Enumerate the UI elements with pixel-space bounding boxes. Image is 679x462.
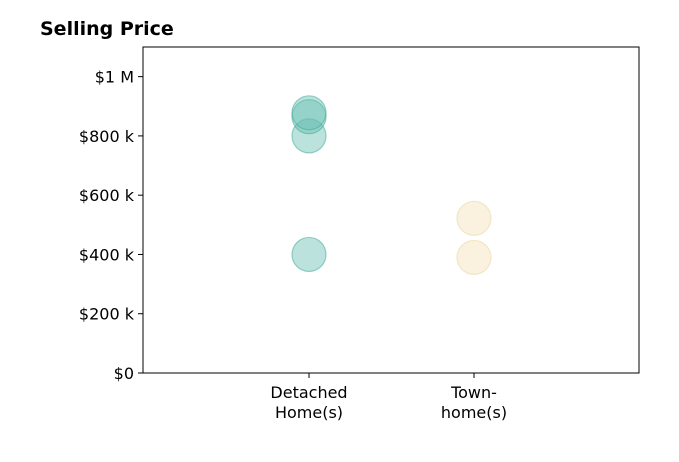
y-tick-label: $400 k — [79, 245, 135, 264]
x-tick-label: home(s) — [441, 403, 507, 422]
y-tick-label: $0 — [114, 364, 134, 383]
data-point — [456, 239, 492, 276]
data-point — [291, 236, 327, 273]
x-tick-label: Town- — [450, 383, 497, 402]
y-tick-label: $800 k — [79, 127, 135, 146]
y-axis: $0 $200 k $400 k $600 k $800 k $1 M — [79, 68, 143, 383]
data-points — [291, 95, 492, 276]
x-tick-label: Detached — [270, 383, 347, 402]
plot-area-frame — [142, 46, 640, 374]
data-point — [291, 95, 327, 131]
y-tick-label: $200 k — [79, 305, 135, 324]
y-tick-label: $1 M — [95, 68, 134, 87]
x-tick-label: Home(s) — [275, 403, 343, 422]
data-point — [456, 200, 492, 236]
chart-title: Selling Price — [40, 18, 174, 40]
y-tick-label: $600 k — [79, 186, 135, 205]
